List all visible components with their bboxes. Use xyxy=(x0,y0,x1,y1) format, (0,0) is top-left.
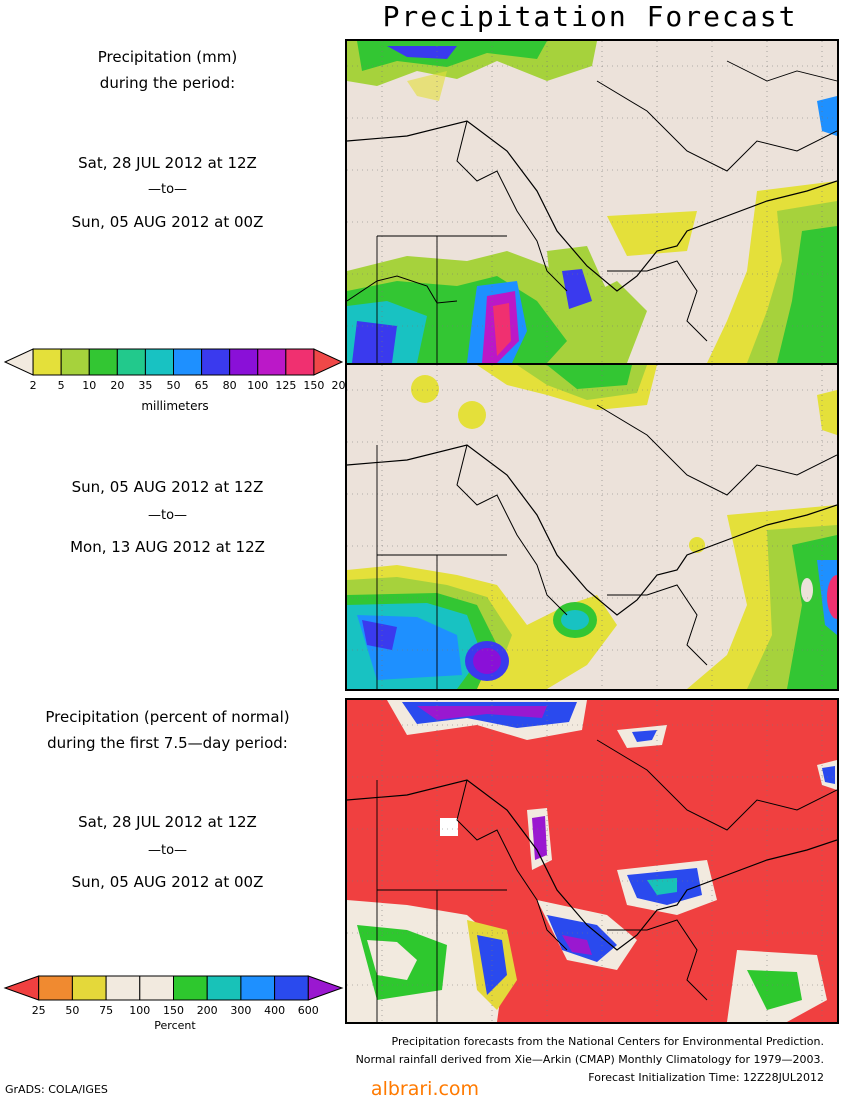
panel1-end-date: Sun, 05 AUG 2012 at 00Z xyxy=(71,213,264,231)
colorbar-swatch xyxy=(88,348,118,376)
colorbar-tick-label: 150 xyxy=(303,379,325,392)
colorbar-swatch xyxy=(285,348,315,376)
colorbar-tick-label: 150 xyxy=(163,1004,184,1017)
percent-colorbar-unit: Percent xyxy=(154,1019,196,1032)
colorbar-swatch xyxy=(173,975,208,1001)
colorbar-tick-label: 50 xyxy=(166,379,181,392)
panel2-end-date: Mon, 13 AUG 2012 at 12Z xyxy=(70,538,265,556)
panel1-header-line2: during the period: xyxy=(99,74,236,92)
colorbar-tick-label: 300 xyxy=(230,1004,252,1017)
colorbar-tick-label: 25 xyxy=(31,1004,46,1017)
colorbar-tick-label: 35 xyxy=(138,379,153,392)
colorbar-tick-label: 600 xyxy=(297,1004,319,1017)
colorbar-left-arrow xyxy=(3,348,34,376)
colorbar-right-arrow xyxy=(313,348,344,376)
panel3-header-line2: during the first 7.5—day period: xyxy=(47,734,288,752)
colorbar-tick-label: 80 xyxy=(222,379,237,392)
colorbar-tick-label: 2 xyxy=(29,379,37,392)
colorbar-tick-label: 75 xyxy=(99,1004,114,1017)
software-credit: GrADS: COLA/IGES xyxy=(5,1083,108,1096)
colorbar-left-arrow xyxy=(3,975,40,1001)
panel3-start-date: Sat, 28 JUL 2012 at 12Z xyxy=(78,813,257,831)
footer-source-2: Normal rainfall derived from Xie—Arkin (… xyxy=(355,1053,824,1066)
colorbar-swatch xyxy=(71,975,107,1001)
colorbar-swatch xyxy=(60,348,90,376)
footer-init-time: Forecast Initialization Time: 12Z28JUL20… xyxy=(588,1071,824,1084)
panel2-start-date: Sun, 05 AUG 2012 at 12Z xyxy=(71,478,264,496)
colorbar-tick-label: 65 xyxy=(194,379,209,392)
colorbar-tick-label: 125 xyxy=(275,379,297,392)
colorbar-swatch xyxy=(240,975,276,1001)
colorbar-tick-label: 20 xyxy=(110,379,125,392)
colorbar-swatch xyxy=(116,348,146,376)
colorbar-tick-label: 10 xyxy=(82,379,97,392)
percent-of-normal-map xyxy=(345,698,839,1024)
page-title: Precipitation Forecast xyxy=(382,0,798,33)
colorbar-swatch xyxy=(144,348,175,376)
panel3-header-line1: Precipitation (percent of normal) xyxy=(45,708,290,726)
colorbar-swatch xyxy=(139,975,175,1001)
website-watermark[interactable]: albrari.com xyxy=(370,1078,480,1100)
colorbar-tick-label: 100 xyxy=(247,379,269,392)
colorbar-tick-label: 200 xyxy=(196,1004,218,1017)
panel3-to: —to— xyxy=(147,843,188,858)
colorbar-tick-label: 400 xyxy=(264,1004,286,1017)
colorbar-tick-label: 5 xyxy=(57,379,65,392)
footer-source-1: Precipitation forecasts from the Nationa… xyxy=(391,1035,825,1048)
colorbar-tick-label: 50 xyxy=(65,1004,80,1017)
panel3-end-date: Sun, 05 AUG 2012 at 00Z xyxy=(71,873,264,891)
panel2-to: —to— xyxy=(147,508,188,523)
colorbar-swatch xyxy=(105,975,141,1001)
mm-colorbar-unit: millimeters xyxy=(141,399,209,413)
percent-colorbar xyxy=(3,975,344,1001)
colorbar-right-arrow xyxy=(307,975,344,1001)
colorbar-swatch xyxy=(201,348,231,376)
colorbar-swatch xyxy=(173,348,203,376)
colorbar-swatch xyxy=(38,975,73,1001)
colorbar-swatch xyxy=(274,975,309,1001)
colorbar-swatch xyxy=(206,975,242,1001)
precip-map-week2 xyxy=(345,363,839,691)
colorbar-swatch xyxy=(257,348,287,376)
panel1-header-line1: Precipitation (mm) xyxy=(97,48,238,66)
precip-map-week1 xyxy=(345,39,839,365)
colorbar-tick-label: 100 xyxy=(129,1004,151,1017)
mm-colorbar xyxy=(3,348,344,376)
panel1-start-date: Sat, 28 JUL 2012 at 12Z xyxy=(78,154,257,172)
colorbar-swatch xyxy=(32,348,62,376)
colorbar-swatch xyxy=(229,348,259,376)
panel1-to: —to— xyxy=(147,182,188,197)
